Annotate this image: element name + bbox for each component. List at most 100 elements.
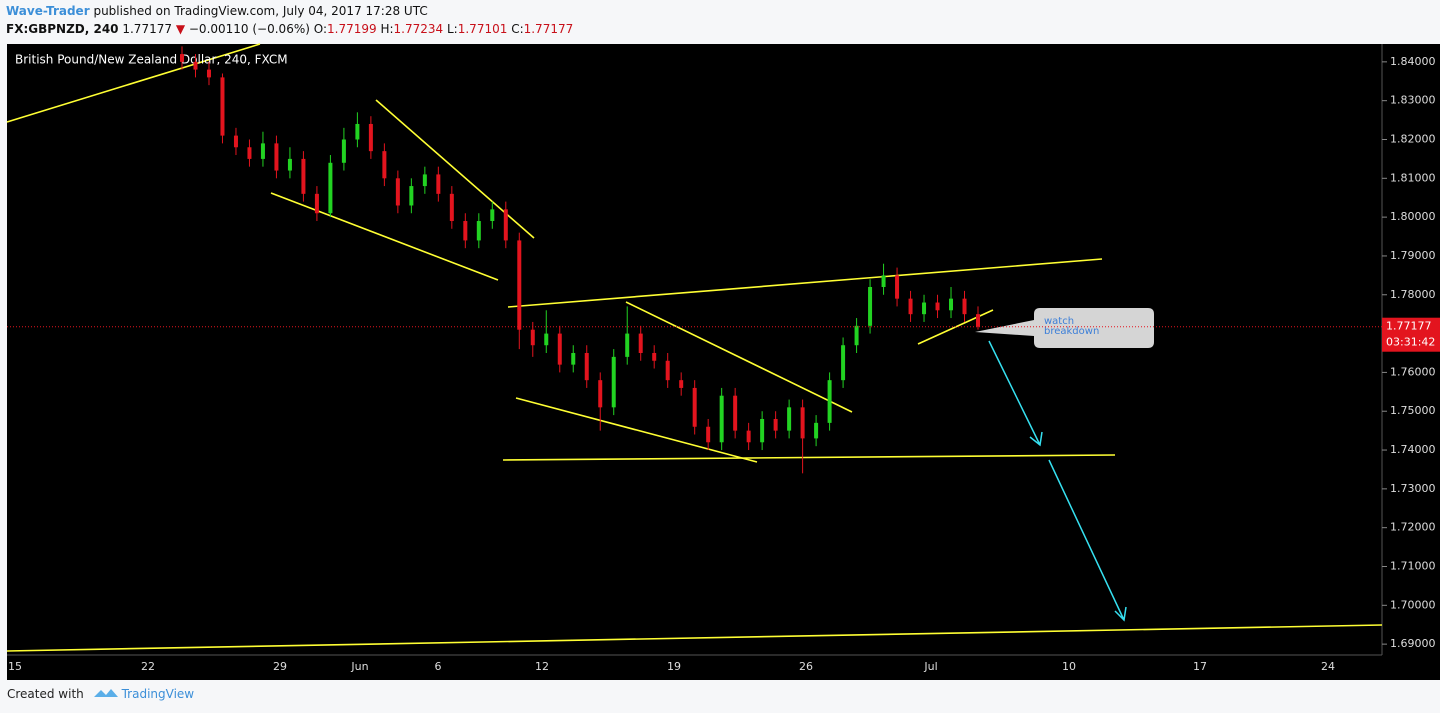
candle-body bbox=[935, 302, 940, 311]
candle bbox=[611, 349, 616, 416]
candle-body bbox=[841, 345, 846, 381]
x-tick-label: 15 bbox=[8, 660, 22, 673]
arrows bbox=[988, 340, 1127, 622]
candle-body bbox=[193, 61, 198, 70]
candle bbox=[922, 294, 927, 322]
x-tick-label: Jul bbox=[923, 660, 937, 673]
candle bbox=[409, 178, 414, 214]
candle bbox=[746, 422, 751, 451]
candle bbox=[692, 380, 697, 435]
ohlc-value: 1.77234 bbox=[393, 22, 444, 36]
candle-body bbox=[287, 158, 292, 171]
candle-body bbox=[949, 298, 954, 311]
candle bbox=[706, 418, 711, 451]
candle bbox=[449, 186, 454, 229]
candle bbox=[787, 399, 792, 439]
y-tick-label: 1.82000 bbox=[1390, 132, 1436, 145]
candle bbox=[247, 139, 252, 167]
candle-body bbox=[625, 333, 630, 357]
published: published on TradingView.com, July 04, 2… bbox=[93, 4, 428, 18]
candle-body bbox=[868, 287, 873, 326]
y-tick-label: 1.83000 bbox=[1390, 94, 1436, 107]
candle-body bbox=[220, 77, 225, 136]
candle bbox=[530, 321, 535, 357]
candle-body bbox=[692, 387, 697, 427]
candle-body bbox=[746, 430, 751, 443]
y-tick-label: 1.72000 bbox=[1390, 521, 1436, 534]
candle bbox=[881, 263, 886, 295]
candle bbox=[935, 294, 940, 319]
x-tick-label: 12 bbox=[535, 660, 549, 673]
candle bbox=[733, 387, 738, 439]
x-tick-label: 24 bbox=[1321, 660, 1335, 673]
candle bbox=[260, 131, 265, 167]
candle bbox=[962, 290, 967, 322]
candle bbox=[301, 151, 306, 202]
candle-body bbox=[436, 174, 441, 194]
candle bbox=[180, 46, 184, 70]
candle-body bbox=[706, 426, 711, 443]
candle-body bbox=[422, 174, 427, 187]
ohlc-h: H:1.77234 bbox=[380, 22, 443, 36]
candle-body bbox=[679, 380, 684, 388]
candle bbox=[773, 411, 778, 439]
ohlc-o: O:1.77199 bbox=[314, 22, 377, 36]
candle-body bbox=[976, 314, 980, 327]
candle-body bbox=[881, 275, 886, 288]
author[interactable]: Wave-Trader bbox=[6, 4, 90, 18]
candle-body bbox=[733, 395, 738, 431]
candle-body bbox=[760, 418, 765, 443]
candle bbox=[490, 201, 495, 229]
candle-body bbox=[328, 162, 333, 214]
brand[interactable]: TradingView bbox=[121, 687, 195, 701]
candle bbox=[868, 279, 873, 334]
y-tick-label: 1.80000 bbox=[1390, 210, 1436, 223]
candle-body bbox=[584, 352, 589, 381]
candle bbox=[652, 345, 657, 369]
y-tick-label: 1.79000 bbox=[1390, 249, 1436, 262]
trend-line bbox=[270, 192, 499, 281]
candle bbox=[949, 287, 954, 319]
x-tick-label: 6 bbox=[435, 660, 442, 673]
trend-line bbox=[515, 397, 758, 463]
candle bbox=[382, 143, 387, 187]
candle bbox=[287, 147, 292, 179]
arrow bbox=[988, 340, 1043, 447]
candle-body bbox=[530, 329, 535, 346]
trend-line bbox=[6, 43, 261, 123]
candle bbox=[760, 411, 765, 451]
candle-body bbox=[800, 407, 805, 439]
y-tick-label: 1.70000 bbox=[1390, 598, 1436, 611]
chart: watch breakdown British Pound/New Zealand… bbox=[6, 43, 1440, 680]
candle bbox=[598, 372, 603, 431]
trend-lines bbox=[6, 43, 1383, 652]
candle-body bbox=[719, 395, 724, 443]
candle-body bbox=[652, 352, 657, 361]
chart-title: British Pound/New Zealand Dollar, 240, F… bbox=[15, 53, 288, 67]
candle-body bbox=[611, 356, 616, 408]
x-tick-label: 10 bbox=[1062, 660, 1076, 673]
candle bbox=[274, 135, 279, 179]
candle-body bbox=[301, 158, 306, 194]
y-tick-label: 1.84000 bbox=[1390, 55, 1436, 68]
candle-body bbox=[962, 298, 967, 315]
candle bbox=[436, 166, 441, 202]
candle bbox=[368, 116, 373, 159]
x-tick-label: 19 bbox=[667, 660, 681, 673]
created: Created with bbox=[7, 687, 84, 701]
candle bbox=[557, 325, 562, 373]
trend-line bbox=[625, 301, 853, 413]
candle-body bbox=[827, 380, 832, 423]
candle bbox=[814, 415, 819, 447]
candle-body bbox=[787, 407, 792, 431]
candle bbox=[395, 170, 400, 214]
candle bbox=[422, 166, 427, 194]
candle-body bbox=[814, 422, 819, 439]
candle-body bbox=[544, 333, 549, 346]
candle-body bbox=[476, 221, 481, 241]
y-tick-label: 1.71000 bbox=[1390, 559, 1436, 572]
symbol: FX:GBPNZD, 240 bbox=[6, 22, 119, 36]
y-tick-label: 1.69000 bbox=[1390, 637, 1436, 650]
y-tick-label: 1.81000 bbox=[1390, 171, 1436, 184]
